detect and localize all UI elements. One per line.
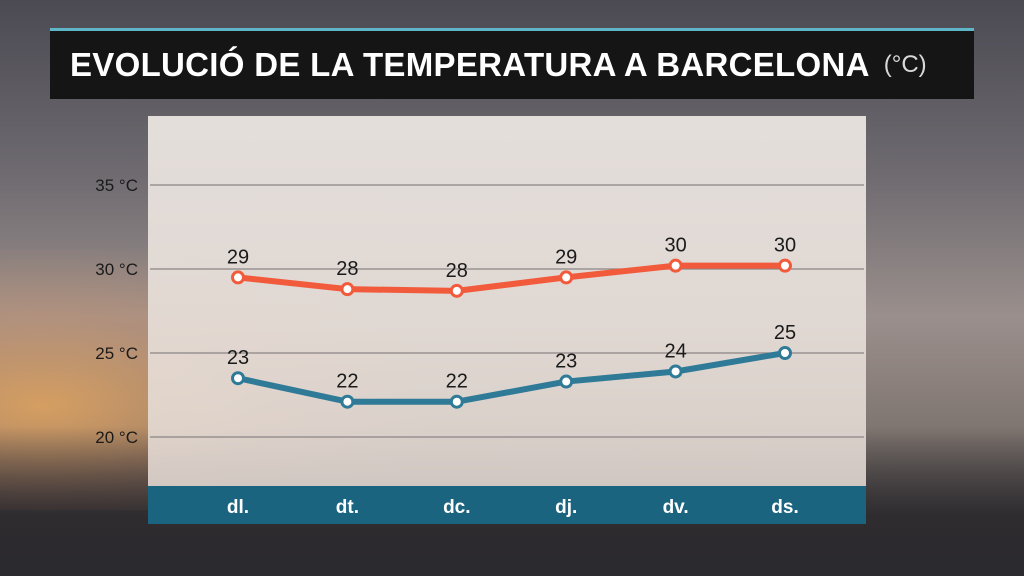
data-label-max: 29: [227, 246, 249, 268]
y-tick-label: 25 °C: [95, 344, 138, 363]
data-label-min: 23: [227, 347, 249, 369]
title-bar: EVOLUCIÓ DE LA TEMPERATURA A BARCELONA (…: [50, 28, 974, 99]
data-point-min: [668, 364, 683, 379]
data-point-min: [231, 371, 245, 386]
data-label-max: 28: [336, 258, 358, 280]
data-label-min: 23: [555, 351, 577, 373]
data-label-max: 28: [446, 260, 468, 282]
data-point-max: [559, 270, 574, 285]
data-point-min: [340, 394, 355, 409]
data-point-min: [559, 374, 574, 389]
data-label-max: 29: [555, 246, 577, 268]
data-point-max: [778, 258, 792, 273]
data-point-max: [668, 258, 683, 273]
x-tick-label: dt.: [336, 497, 359, 518]
data-point-max: [449, 283, 464, 298]
data-label-max: 30: [664, 235, 686, 257]
data-point-max: [231, 270, 245, 285]
data-point-max: [340, 282, 355, 297]
y-tick-label: 35 °C: [95, 176, 138, 195]
x-tick-label: ds.: [771, 497, 798, 518]
x-tick-label: dl.: [227, 497, 249, 518]
x-tick-label: dv.: [663, 497, 689, 518]
data-label-min: 24: [664, 340, 686, 362]
plot-area: [148, 116, 866, 486]
chart-title: EVOLUCIÓ DE LA TEMPERATURA A BARCELONA: [70, 46, 870, 83]
data-label-min: 25: [774, 322, 796, 344]
y-tick-label: 20 °C: [95, 428, 138, 447]
data-point-min: [449, 394, 464, 409]
x-tick-label: dc.: [443, 497, 470, 518]
x-axis-bar: [148, 486, 866, 524]
series-line-min: [235, 350, 788, 405]
series-line-max: [235, 262, 788, 294]
data-label-min: 22: [446, 371, 468, 393]
data-point-min: [778, 346, 792, 360]
y-tick-label: 30 °C: [95, 260, 138, 279]
chart-unit: (°C): [883, 51, 927, 78]
data-label-max: 30: [774, 235, 796, 257]
x-tick-label: dj.: [555, 497, 577, 518]
data-label-min: 22: [336, 371, 358, 393]
